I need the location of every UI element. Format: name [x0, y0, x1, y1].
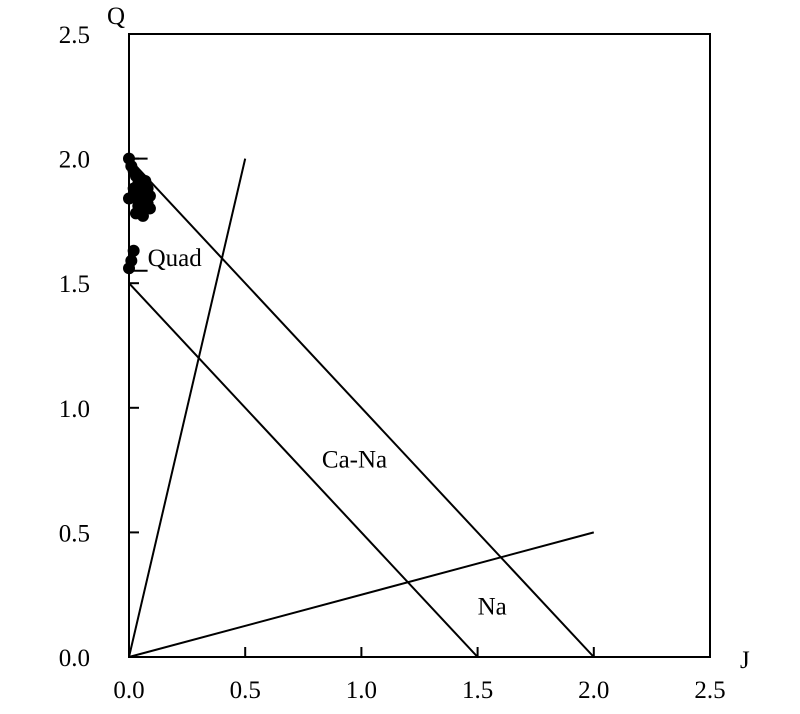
x-tick-label: 2.0 [578, 677, 609, 704]
y-tick-label: 0.0 [59, 645, 90, 672]
region-label: Na [478, 594, 507, 621]
data-point [136, 209, 149, 222]
boundary-line [128, 157, 595, 658]
plot-frame [128, 33, 711, 658]
data-point [123, 262, 135, 275]
x-tick-label: 0.5 [230, 677, 261, 704]
data-point [127, 244, 140, 257]
x-axis-title: J [740, 647, 750, 674]
region-label: Quad [148, 245, 203, 272]
x-tick-label: 0.0 [113, 677, 144, 704]
x-tick-label: 1.5 [462, 677, 493, 704]
x-tick-label: 2.5 [694, 677, 725, 704]
y-axis-title: Q [107, 3, 125, 30]
y-tick-label: 2.5 [59, 22, 90, 49]
y-tick-label: 2.0 [59, 147, 90, 174]
boundary-line [128, 531, 595, 658]
boundary-line [128, 158, 247, 658]
y-tick-label: 0.5 [59, 520, 90, 547]
y-tick-label: 1.5 [59, 271, 90, 298]
y-tick-label: 1.0 [59, 396, 90, 423]
x-tick-label: 1.0 [346, 677, 377, 704]
region-label: Ca-Na [322, 447, 387, 474]
boundary-line [128, 282, 479, 658]
